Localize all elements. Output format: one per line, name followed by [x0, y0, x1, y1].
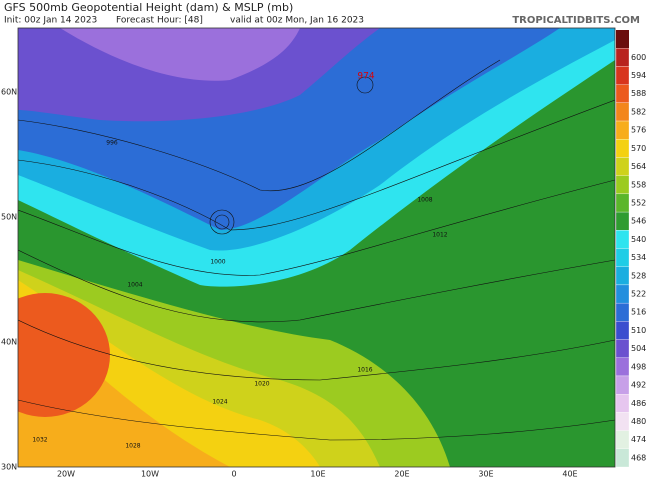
pressure-label: 1032 [32, 437, 47, 444]
colorbar-label: 516 [631, 308, 646, 317]
colorbar-label: 486 [631, 399, 646, 408]
pressure-label: 974 [357, 72, 374, 82]
colorbar-label: 552 [631, 198, 646, 207]
colorbar-swatch [615, 284, 630, 304]
lon-label: 20E [394, 470, 409, 479]
colorbar-swatch [615, 193, 630, 213]
colorbar-swatch [615, 139, 630, 158]
pressure-label: 1000 [210, 259, 225, 266]
colorbar-label: 582 [631, 107, 646, 116]
colorbar-swatch [615, 448, 630, 468]
colorbar-swatch [615, 48, 630, 67]
colorbar-swatch [615, 66, 630, 85]
colorbar-label: 570 [631, 144, 646, 153]
colorbar-swatch [615, 412, 630, 431]
isobars [18, 59, 615, 441]
pressure-label: 1004 [127, 282, 142, 289]
lat-label: 30N [1, 463, 17, 472]
colorbar-swatch [615, 230, 630, 249]
pressure-label: 1012 [432, 232, 447, 239]
colorbar-swatch [615, 394, 630, 413]
colorbar-swatch [615, 357, 630, 377]
lon-label: 10W [141, 470, 159, 479]
lon-label: 40E [562, 470, 577, 479]
lon-label: 30E [478, 470, 493, 479]
colorbar-label: 534 [631, 253, 646, 262]
title: GFS 500mb Geopotential Height (dam) & MS… [4, 1, 293, 14]
lat-label: 50N [1, 213, 17, 222]
colorbar-label: 600 [631, 53, 646, 62]
forecast-hour: Forecast Hour: [48] [116, 16, 203, 26]
colorbar-label: 480 [631, 417, 646, 426]
lon-label: 10E [310, 470, 325, 479]
pressure-label: 1020 [254, 381, 269, 388]
colorbar-swatch [615, 430, 630, 449]
map [18, 28, 615, 467]
colorbar-swatch [615, 120, 630, 140]
colorbar-swatch [615, 102, 630, 122]
colorbar-label: 558 [631, 180, 646, 189]
colorbar-label: 564 [631, 162, 646, 171]
colorbar-swatch [615, 339, 630, 358]
colorbar-label: 498 [631, 362, 646, 371]
colorbar-label: 546 [631, 217, 646, 226]
colorbar-swatch [615, 211, 630, 231]
pressure-label: 1016 [357, 367, 372, 374]
colorbar-label: 528 [631, 271, 646, 280]
colorbar-swatch [615, 157, 630, 176]
site: TROPICALTIDBITS.COM [512, 15, 640, 26]
colorbar-swatch [615, 84, 630, 103]
colorbar-label: 510 [631, 326, 646, 335]
colorbar-label: 594 [631, 71, 646, 80]
field [18, 300, 230, 467]
colorbar-label: 474 [631, 435, 646, 444]
colorbar-swatch [615, 302, 630, 322]
pressure-label: 1024 [212, 399, 227, 406]
colorbar-swatch [615, 321, 630, 340]
init: Init: 00z Jan 14 2023 [4, 16, 97, 26]
field [60, 28, 300, 81]
lat-label: 60N [1, 88, 17, 97]
lon-label: 0 [231, 470, 236, 479]
colorbar-swatch [615, 248, 630, 267]
valid-time: valid at 00z Mon, Jan 16 2023 [230, 16, 364, 26]
colorbar-label: 522 [631, 290, 646, 299]
colorbar-label: 492 [631, 381, 646, 390]
colorbar-swatch [615, 375, 630, 395]
map-frame [17, 27, 616, 468]
pressure-label: 996 [106, 140, 118, 147]
pressure-label: 1008 [417, 197, 432, 204]
pressure-label: 1028 [125, 443, 140, 450]
colorbar-label: 576 [631, 126, 646, 135]
colorbar-swatch [615, 266, 630, 286]
colorbar-label: 504 [631, 344, 646, 353]
colorbar-top [616, 30, 629, 49]
field [18, 293, 110, 417]
colorbar-swatch [615, 175, 630, 195]
colorbar-label: 468 [631, 453, 646, 462]
lat-label: 40N [1, 338, 17, 347]
colorbar-label: 588 [631, 89, 646, 98]
colorbar-label: 540 [631, 235, 646, 244]
lon-label: 20W [57, 470, 75, 479]
